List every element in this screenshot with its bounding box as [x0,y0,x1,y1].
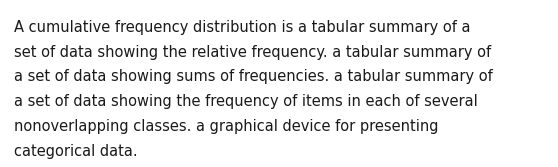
Text: A cumulative frequency distribution is a tabular summary of a: A cumulative frequency distribution is a… [14,20,470,35]
Text: set of data showing the relative frequency. a tabular summary of: set of data showing the relative frequen… [14,45,491,60]
Text: nonoverlapping classes. a graphical device for presenting: nonoverlapping classes. a graphical devi… [14,119,439,134]
Text: a set of data showing sums of frequencies. a tabular summary of: a set of data showing sums of frequencie… [14,69,493,85]
Text: a set of data showing the frequency of items in each of several: a set of data showing the frequency of i… [14,94,478,109]
Text: categorical data.: categorical data. [14,144,138,159]
